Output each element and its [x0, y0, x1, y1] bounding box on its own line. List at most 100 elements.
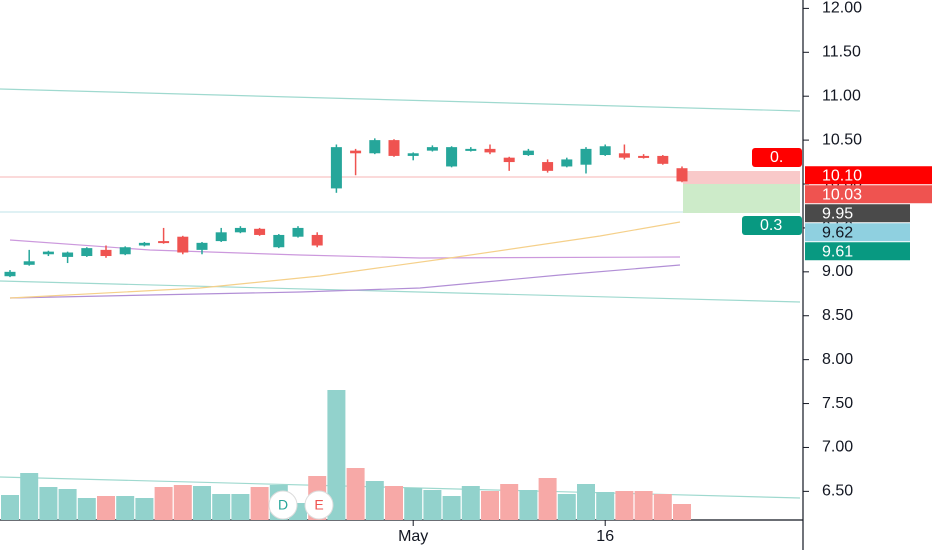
- price-marker: [805, 166, 932, 185]
- candle-body: [446, 147, 458, 167]
- volume-bar: [250, 487, 269, 520]
- x-tick-label: 16: [596, 528, 614, 545]
- event-label: E: [314, 497, 323, 513]
- volume-bar: [365, 481, 384, 520]
- side-label: 0.3: [760, 217, 782, 234]
- candle-body: [580, 148, 592, 165]
- price-marker-label: 9.95: [822, 205, 853, 222]
- candle-body: [465, 148, 477, 151]
- volume-bar: [1, 495, 19, 520]
- y-tick-label: 12.00: [822, 0, 862, 17]
- volume-bar: [596, 492, 615, 520]
- decorations: [0, 0, 804, 550]
- candle-body: [599, 146, 611, 156]
- candle-body: [81, 248, 93, 257]
- candle-body: [254, 228, 266, 235]
- volume-bar: [193, 486, 211, 520]
- volume-bar: [58, 489, 77, 520]
- volume-bar: [500, 484, 519, 520]
- candle-body: [215, 232, 227, 242]
- candle-body: [100, 249, 112, 257]
- moving-average: [9, 221, 681, 299]
- candle-body: [196, 242, 208, 250]
- volume-bar: [77, 498, 96, 520]
- y-tick-label: 11.50: [822, 44, 861, 61]
- price-marker-label: 10.03: [822, 186, 862, 203]
- y-tick-label: 10.50: [822, 131, 862, 148]
- volume-bar: [97, 496, 115, 520]
- price-marker-label: 9.62: [822, 224, 853, 241]
- volume-bar: [423, 490, 442, 520]
- volume-bar: [442, 496, 461, 520]
- volume-bar: [481, 491, 499, 520]
- candle-body: [138, 242, 150, 246]
- candle-body: [292, 227, 304, 237]
- candle-body: [676, 168, 688, 182]
- candle-body: [158, 241, 170, 244]
- candle-body: [618, 153, 630, 158]
- volume-bar: [173, 485, 192, 520]
- volume-bar: [39, 487, 58, 520]
- volume-bar: [404, 488, 423, 520]
- moving-average: [9, 264, 681, 299]
- candle-body: [119, 247, 131, 255]
- candle-body: [407, 153, 419, 156]
- candle-body: [273, 234, 285, 248]
- candle-body: [177, 236, 189, 253]
- y-tick-label: 8.00: [822, 351, 853, 368]
- candle-body: [484, 148, 496, 153]
- candle-body: [62, 252, 74, 257]
- volume-bar: [135, 498, 154, 520]
- volume-bar: [577, 484, 595, 520]
- volume-bar: [538, 478, 557, 520]
- volume-bar: [673, 504, 691, 520]
- volume-bar: [212, 494, 231, 520]
- y-tick-label: 11.00: [822, 87, 861, 104]
- candle-body: [330, 147, 342, 189]
- volume-bar: [385, 486, 403, 520]
- candle-body: [522, 150, 534, 156]
- y-tick-label: 6.50: [822, 483, 853, 500]
- position-profit: [683, 184, 800, 213]
- volume-bar: [653, 494, 672, 520]
- candle-body: [234, 227, 246, 233]
- event-badge: [304, 490, 334, 520]
- moving-average: [9, 239, 681, 259]
- side-label: 0.: [770, 149, 783, 166]
- y-tick-label: 7.50: [822, 395, 853, 412]
- volume-bar: [557, 494, 576, 520]
- candle-body: [561, 159, 573, 167]
- candle-body: [369, 140, 381, 154]
- trend-line: [0, 88, 801, 112]
- price-marker: [805, 204, 910, 223]
- volume-bar: [327, 390, 346, 520]
- volume-bar: [461, 486, 480, 520]
- trend-line: [0, 280, 801, 303]
- volume-bar: [346, 468, 365, 520]
- candle-body: [657, 155, 669, 164]
- volume-bar: [20, 473, 39, 520]
- volume-bar: [231, 494, 250, 520]
- price-marker: [805, 242, 910, 261]
- candle-body: [42, 251, 54, 255]
- candle-body: [542, 162, 554, 171]
- candle-body: [426, 147, 438, 151]
- x-tick-label: May: [398, 528, 428, 545]
- candle-body: [503, 157, 515, 163]
- volume-bar: [519, 490, 538, 520]
- event-label: D: [278, 497, 288, 513]
- price-marker: [805, 223, 910, 242]
- event-badge: [268, 490, 298, 520]
- side-label-box: [742, 216, 802, 235]
- candle-body: [311, 234, 323, 246]
- volume-bar: [634, 491, 653, 520]
- side-label-box: [752, 148, 802, 167]
- volume-bar: [615, 491, 634, 520]
- price-marker-label: 9.61: [822, 243, 853, 260]
- y-tick-label: 7.00: [822, 439, 853, 456]
- volume-bar: [116, 496, 135, 520]
- candle-body: [388, 140, 400, 156]
- position-loss: [683, 171, 800, 184]
